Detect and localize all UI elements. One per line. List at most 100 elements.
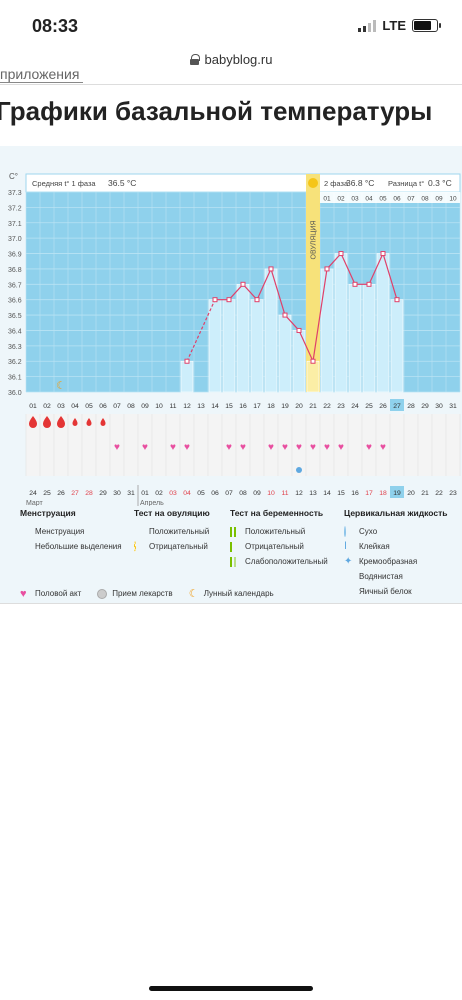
- intercourse-heart-icon: ♥: [184, 442, 190, 453]
- ovulation-label: ОВУЛЯЦИЯ: [311, 220, 318, 259]
- cycle-day-label: 14: [211, 403, 219, 410]
- phase2-day-label: 01: [323, 196, 331, 203]
- cycle-day-label: 15: [225, 403, 233, 410]
- cycle-day-label: 26: [379, 403, 387, 410]
- phase2-day-cell: [348, 192, 362, 203]
- y-tick-label: 37.3: [8, 190, 22, 197]
- temperature-point: [240, 281, 246, 287]
- cycle-day-label: 06: [99, 403, 107, 410]
- legend-cervical: Цервикальная жидкость Сухо Ⅰ Клейкая ✦ Кре…: [344, 508, 447, 599]
- date-label: 21: [421, 490, 429, 497]
- date-label: 22: [435, 490, 443, 497]
- legend-item: Сухо: [344, 524, 447, 539]
- page-title: Графики базальной температуры: [0, 96, 433, 126]
- phase2-day-cell: [432, 192, 446, 203]
- cycle-day-label: 17: [253, 403, 261, 410]
- legend-item: Прием лекарств: [97, 586, 173, 601]
- phase2-day-label: 03: [351, 196, 359, 203]
- spotting-drop-icon: [100, 418, 106, 426]
- legend-item: ♥ Половой акт: [20, 587, 82, 600]
- intercourse-heart-icon: ♥: [268, 442, 274, 453]
- intercourse-heart-icon: ♥: [282, 442, 288, 453]
- intercourse-heart-icon: ♥: [380, 442, 386, 453]
- temperature-point: [310, 358, 316, 364]
- cycle-day-label: 10: [155, 403, 163, 410]
- phase1-label: Средняя t° 1 фаза: [32, 179, 96, 188]
- cycle-day-label: 11: [169, 403, 176, 410]
- phase2-day-label: 08: [421, 196, 429, 203]
- temperature-point: [324, 266, 330, 272]
- temperature-point: [352, 281, 358, 287]
- legend-item: Менструация: [35, 527, 85, 536]
- legend-item: Яичный белок: [359, 587, 412, 596]
- breadcrumb[interactable]: приложения: [0, 66, 84, 83]
- legend-item: Отрицательный: [134, 539, 210, 554]
- y-tick-label: 36.8: [8, 267, 22, 274]
- temperature-line: [256, 268, 272, 300]
- date-label: 20: [407, 490, 415, 497]
- legend-item: Положительный: [149, 527, 210, 536]
- diff-label: Разница t°: [388, 179, 424, 188]
- battery-icon: [412, 19, 441, 32]
- date-label: 27: [71, 490, 79, 497]
- phase2-day-cell: [404, 192, 418, 203]
- date-label: 10: [267, 490, 275, 497]
- temperature-line: [298, 330, 314, 362]
- date-label: 05: [197, 490, 205, 497]
- date-label: 07: [225, 490, 233, 497]
- temperature-bar: [236, 284, 250, 393]
- temperature-line: [326, 253, 342, 270]
- date-label: 24: [29, 490, 37, 497]
- status-bar: 08:33 LTE: [0, 0, 462, 44]
- diff-value: 0.3 °C: [428, 178, 452, 188]
- cycle-day-label: 31: [449, 403, 457, 410]
- phase2-day-label: 07: [407, 196, 415, 203]
- temperature-bar: [334, 253, 348, 393]
- phase2-day-cell: [362, 192, 376, 203]
- temperature-bar: [264, 268, 278, 393]
- phase2-day-label: 06: [393, 196, 401, 203]
- cycle-day-label: 07: [113, 403, 121, 410]
- date-label: 04: [183, 490, 191, 497]
- temperature-bar: [250, 299, 264, 393]
- temperature-line: [242, 283, 258, 301]
- phase2-day-label: 10: [449, 196, 457, 203]
- date-label: 31: [127, 490, 135, 497]
- date-label: 06: [211, 490, 219, 497]
- date-label: 28: [85, 490, 93, 497]
- cycle-day-label: 24: [351, 403, 359, 410]
- temperature-bar: [376, 253, 390, 393]
- phase2-day-cell: [334, 192, 348, 203]
- sticky-icon: Ⅰ: [344, 540, 347, 552]
- intercourse-heart-icon: ♥: [114, 442, 120, 453]
- temperature-line: [270, 268, 286, 316]
- temperature-bar: [208, 299, 222, 393]
- cycle-day-label: 30: [435, 403, 443, 410]
- phase2-day-cell: [418, 192, 432, 203]
- intercourse-heart-icon: ♥: [226, 442, 232, 453]
- current-day-cell: [390, 399, 404, 411]
- cycle-day-label: 05: [85, 403, 93, 410]
- y-tick-label: 36.9: [8, 252, 22, 259]
- cycle-day-label: 19: [281, 403, 289, 410]
- date-label: 17: [365, 490, 373, 497]
- phase1-value: 36.5 °C: [108, 178, 136, 188]
- phase2-day-cell: [320, 192, 334, 203]
- legend-menstruation: Менструация Менструация Небольшие выделе…: [20, 508, 122, 554]
- date-label: 30: [113, 490, 121, 497]
- egg-white-icon: [296, 467, 302, 473]
- url-text: babyblog.ru: [204, 51, 273, 67]
- date-label: 08: [239, 490, 247, 497]
- status-icons: LTE: [358, 18, 441, 33]
- address-bar[interactable]: babyblog.ru: [0, 46, 462, 72]
- phase2-day-label: 02: [337, 196, 345, 203]
- temperature-point: [296, 327, 302, 333]
- date-label: 18: [379, 490, 387, 497]
- date-label: 25: [43, 490, 51, 497]
- y-tick-label: 36.1: [8, 375, 22, 382]
- date-label: 19: [393, 490, 401, 497]
- menstruation-drop-icon: [57, 416, 65, 428]
- date-label: 11: [281, 490, 288, 497]
- temperature-line-dashed: [186, 299, 216, 362]
